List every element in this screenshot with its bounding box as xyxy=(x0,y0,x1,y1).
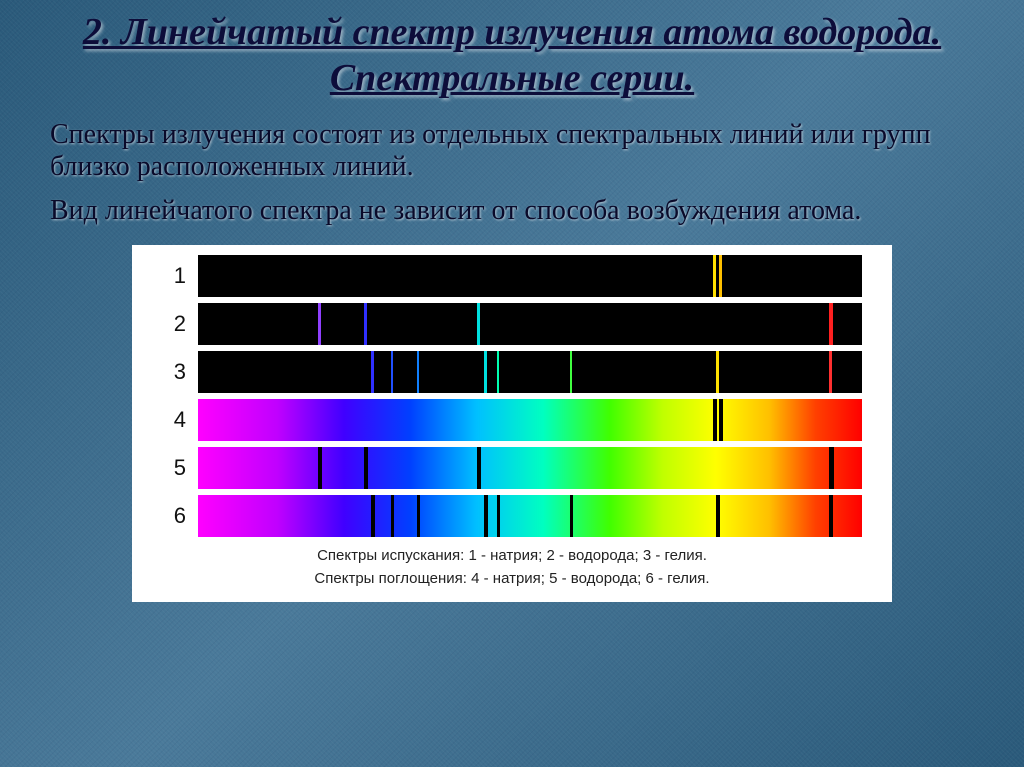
spectral-line xyxy=(829,447,834,489)
emission-strip xyxy=(198,255,862,297)
spectral-line xyxy=(417,351,419,393)
spectral-line xyxy=(364,447,368,489)
spectral-line xyxy=(829,351,832,393)
absorption-strip xyxy=(198,447,862,489)
spectral-line xyxy=(318,447,322,489)
row-label: 5 xyxy=(162,455,186,481)
spectral-line xyxy=(829,303,833,345)
absorption-strip xyxy=(198,399,862,441)
spectral-line xyxy=(371,351,374,393)
spectrum-row: 6 xyxy=(162,495,862,537)
spectra-chart: 1 2 3 4 5 6 Спектры испускания: 1 - натрия; 2… xyxy=(132,245,892,602)
absorption-strip xyxy=(198,495,862,537)
spectral-line xyxy=(391,495,394,537)
spectral-line xyxy=(417,495,420,537)
spectral-line xyxy=(364,303,367,345)
spectral-line xyxy=(716,351,719,393)
spectrum-row: 2 xyxy=(162,303,862,345)
spectral-line xyxy=(477,447,481,489)
spectrum-row: 1 xyxy=(162,255,862,297)
paragraph-1: Спектры излучения состоят из отдельных с… xyxy=(50,119,974,183)
spectral-line xyxy=(371,495,375,537)
spectral-line xyxy=(719,399,723,441)
spectral-line xyxy=(484,495,488,537)
caption-line-2: Спектры поглощения: 4 - натрия; 5 - водо… xyxy=(162,568,862,591)
spectral-line xyxy=(497,351,499,393)
spectral-line xyxy=(484,351,487,393)
spectral-line xyxy=(570,351,572,393)
row-label: 2 xyxy=(162,311,186,337)
spectrum-row: 3 xyxy=(162,351,862,393)
spectral-line xyxy=(391,351,393,393)
spectral-line xyxy=(318,303,321,345)
row-label: 6 xyxy=(162,503,186,529)
emission-strip xyxy=(198,303,862,345)
spectral-line xyxy=(497,495,500,537)
spectral-line xyxy=(713,255,716,297)
spectral-line xyxy=(477,303,480,345)
spectral-line xyxy=(829,495,833,537)
slide-title: 2. Линейчатый спектр излучения атома вод… xyxy=(50,10,974,101)
spectrum-row: 4 xyxy=(162,399,862,441)
spectral-line xyxy=(716,495,720,537)
spectral-line xyxy=(719,255,722,297)
row-label: 3 xyxy=(162,359,186,385)
spectral-line xyxy=(570,495,573,537)
row-label: 1 xyxy=(162,263,186,289)
caption-line-1: Спектры испускания: 1 - натрия; 2 - водо… xyxy=(162,545,862,568)
emission-strip xyxy=(198,351,862,393)
row-label: 4 xyxy=(162,407,186,433)
chart-caption: Спектры испускания: 1 - натрия; 2 - водо… xyxy=(162,545,862,590)
spectral-line xyxy=(713,399,717,441)
spectrum-row: 5 xyxy=(162,447,862,489)
paragraph-2: Вид линейчатого спектра не зависит от сп… xyxy=(50,195,974,227)
